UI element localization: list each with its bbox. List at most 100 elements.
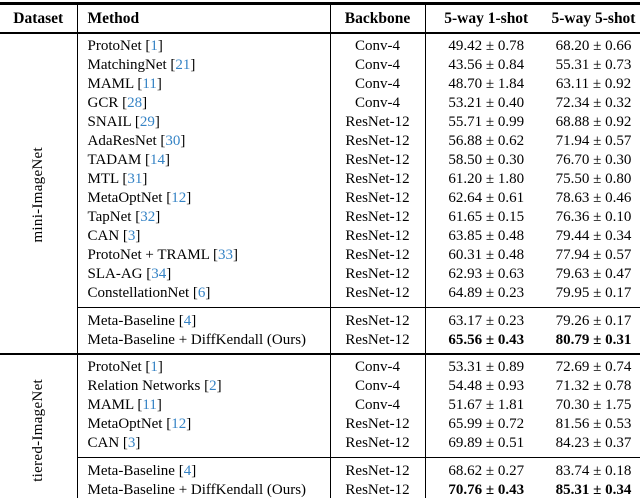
table-row: MAML [11] Conv-4 51.67 ± 1.81 70.30 ± 1.75 <box>0 396 640 415</box>
five-shot-value: 81.56 ± 0.53 <box>555 416 632 432</box>
one-shot-value: 63.17 ± 0.23 <box>425 307 547 331</box>
method-cell: Meta-Baseline + DiffKendall (Ours) <box>77 331 331 354</box>
method-cell: SNAIL [29] <box>77 113 331 132</box>
five-shot-value: 76.36 ± 0.10 <box>555 209 632 225</box>
citation-link[interactable]: 30 <box>165 133 181 149</box>
citation-link[interactable]: 33 <box>218 247 234 263</box>
one-shot-value: 61.65 ± 0.15 <box>448 209 525 225</box>
one-shot-value: 62.93 ± 0.63 <box>448 266 525 282</box>
one-shot-value: 55.71 ± 0.99 <box>448 114 525 130</box>
backbone-cell: ResNet-12 <box>330 170 426 189</box>
citation-link[interactable]: 29 <box>139 114 155 130</box>
one-shot-value: 43.56 ± 0.84 <box>448 57 525 73</box>
citation-link[interactable]: 6 <box>197 285 206 301</box>
citation-link[interactable]: 3 <box>127 435 136 451</box>
method-cell: ProtoNet + TRAML [33] <box>77 246 331 265</box>
column-header-5shot: 5-way 5-shot <box>547 3 640 34</box>
citation-link[interactable]: 4 <box>183 313 192 329</box>
table-row: Meta-Baseline [4] ResNet-12 68.62 ± 0.27 83… <box>0 457 640 481</box>
table-row: TADAM [14] ResNet-12 58.50 ± 0.30 76.70 ± 0… <box>0 151 640 170</box>
method-cell: Relation Networks [2] <box>77 377 331 396</box>
five-shot-value: 79.95 ± 0.17 <box>555 285 632 301</box>
five-shot-value: 85.31 ± 0.34 <box>555 482 632 498</box>
one-shot-value: 69.89 ± 0.51 <box>448 435 525 451</box>
method-cell: Meta-Baseline [4] <box>77 457 331 481</box>
backbone-cell: ResNet-12 <box>330 434 426 458</box>
method-cell: MAML [11] <box>77 396 331 415</box>
method-cell: AdaResNet [30] <box>77 132 331 151</box>
column-header-method: Method <box>77 3 331 34</box>
citation-link[interactable]: 1 <box>150 38 158 54</box>
method-cell: MetaOptNet [12] <box>77 415 331 434</box>
citation-link[interactable]: 4 <box>183 463 192 479</box>
citation-link[interactable]: 31 <box>127 171 143 187</box>
one-shot-value: 65.56 ± 0.43 <box>448 332 525 348</box>
table-row: SNAIL [29] ResNet-12 55.71 ± 0.99 68.88 ± 0… <box>0 113 640 132</box>
dataset-section: mini-ImageNet ProtoNet [1] Conv-4 49.42 ± 0… <box>0 33 640 354</box>
table-row: tiered-ImageNet ProtoNet [1] Conv-4 53.31 ±… <box>0 354 640 498</box>
backbone-cell: ResNet-12 <box>330 307 426 331</box>
dataset-label-text: tiered-ImageNet <box>29 379 46 482</box>
method-cell: CAN [3] <box>77 434 331 458</box>
method-cell: TapNet [32] <box>77 208 331 227</box>
method-cell: MetaOptNet [12] <box>77 189 331 208</box>
table-header: Dataset Method Backbone 5-way 1-shot 5-w… <box>0 3 640 34</box>
column-header-1shot: 5-way 1-shot <box>425 3 547 34</box>
one-shot-value: 63.85 ± 0.48 <box>448 228 525 244</box>
citation-link[interactable]: 34 <box>151 266 167 282</box>
one-shot-value: 61.20 ± 1.80 <box>448 171 525 187</box>
citation-link[interactable]: 3 <box>127 228 136 244</box>
table-row: SLA-AG [34] ResNet-12 62.93 ± 0.63 79.63 ± … <box>0 265 640 284</box>
one-shot-value: 60.31 ± 0.48 <box>448 247 525 263</box>
citation-link[interactable]: 14 <box>150 152 166 168</box>
citation-link[interactable]: 12 <box>171 190 187 206</box>
one-shot-value: 48.70 ± 1.84 <box>448 76 525 92</box>
citation-link[interactable]: 1 <box>150 359 158 375</box>
backbone-cell: ResNet-12 <box>330 457 426 481</box>
five-shot-value: 80.79 ± 0.31 <box>555 332 632 348</box>
table-row: Meta-Baseline + DiffKendall (Ours) ResNet… <box>0 481 640 498</box>
dataset-label-text: mini-ImageNet <box>29 147 46 243</box>
backbone-cell: ResNet-12 <box>330 284 426 308</box>
citation-link[interactable]: 21 <box>175 57 191 73</box>
backbone-cell: ResNet-12 <box>330 227 426 246</box>
five-shot-value: 76.70 ± 0.30 <box>555 152 632 168</box>
citation-link[interactable]: 28 <box>127 95 143 111</box>
table-row: MatchingNet [21] Conv-4 43.56 ± 0.84 55.31 … <box>0 56 640 75</box>
one-shot-value: 51.67 ± 1.81 <box>448 397 525 413</box>
method-cell: MatchingNet [21] <box>77 56 331 75</box>
five-shot-value: 79.44 ± 0.34 <box>555 228 632 244</box>
backbone-cell: Conv-4 <box>330 56 426 75</box>
citation-link[interactable]: 2 <box>209 378 217 394</box>
table-row: CAN [3] ResNet-12 69.89 ± 0.51 84.23 ± 0.37 <box>0 434 640 458</box>
header-row: Dataset Method Backbone 5-way 1-shot 5-w… <box>0 3 640 34</box>
five-shot-value: 83.74 ± 0.18 <box>547 457 640 481</box>
table-row: AdaResNet [30] ResNet-12 56.88 ± 0.62 71.94… <box>0 132 640 151</box>
backbone-cell: ResNet-12 <box>330 151 426 170</box>
backbone-cell: Conv-4 <box>330 33 426 56</box>
one-shot-value: 58.50 ± 0.30 <box>448 152 525 168</box>
table-row: ProtoNet + TRAML [33] ResNet-12 60.31 ± 0.… <box>0 246 640 265</box>
citation-link[interactable]: 32 <box>140 209 156 225</box>
table-row: CAN [3] ResNet-12 63.85 ± 0.48 79.44 ± 0.34 <box>0 227 640 246</box>
citation-link[interactable]: 11 <box>142 397 157 413</box>
citation-link[interactable]: 12 <box>171 416 187 432</box>
five-shot-value: 72.34 ± 0.32 <box>555 95 632 111</box>
five-shot-value: 79.26 ± 0.17 <box>547 307 640 331</box>
table-row: MTL [31] ResNet-12 61.20 ± 1.80 75.50 ± 0.8… <box>0 170 640 189</box>
dataset-section: tiered-ImageNet ProtoNet [1] Conv-4 53.31 ±… <box>0 354 640 498</box>
one-shot-value: 64.89 ± 0.23 <box>448 285 525 301</box>
table-row: Meta-Baseline + DiffKendall (Ours) ResNet… <box>0 331 640 354</box>
method-cell: SLA-AG [34] <box>77 265 331 284</box>
method-cell: MAML [11] <box>77 75 331 94</box>
backbone-cell: ResNet-12 <box>330 265 426 284</box>
citation-link[interactable]: 11 <box>142 76 157 92</box>
five-shot-value: 77.94 ± 0.57 <box>555 247 632 263</box>
five-shot-value: 68.88 ± 0.92 <box>555 114 632 130</box>
five-shot-value: 71.32 ± 0.78 <box>555 378 632 394</box>
table-row: ConstellationNet [6] ResNet-12 64.89 ± 0.2… <box>0 284 640 308</box>
five-shot-value: 84.23 ± 0.37 <box>555 435 632 451</box>
one-shot-value: 56.88 ± 0.62 <box>448 133 525 149</box>
one-shot-value: 49.42 ± 0.78 <box>448 38 525 54</box>
